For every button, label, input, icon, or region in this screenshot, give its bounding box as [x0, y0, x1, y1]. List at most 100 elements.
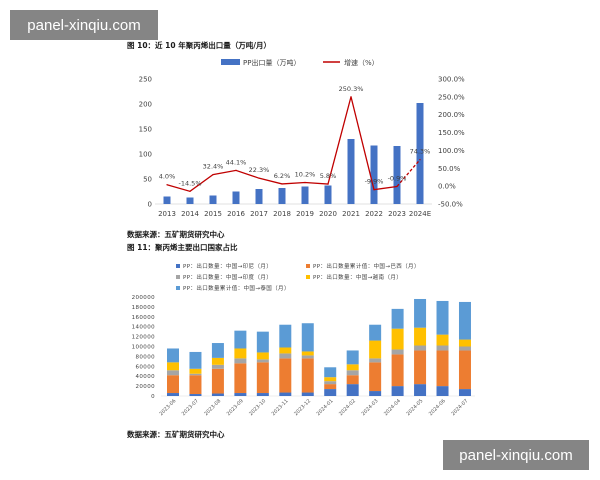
legend-swatch: [176, 264, 180, 268]
growth-rate-data-label: 44.1%: [226, 158, 247, 166]
legend-label: PP：出口数量：中国→印度（月）: [183, 273, 272, 281]
stacked-bar-segment-5: [211, 343, 224, 358]
growth-rate-point: [281, 183, 283, 185]
left-axis-tick-label: 0: [148, 201, 152, 209]
stacked-bar-segment-4: [211, 357, 224, 365]
stacked-bar-segment-3: [458, 346, 471, 351]
growth-rate-point: [258, 177, 260, 179]
x-axis-tick-label: 2018: [273, 210, 291, 218]
stacked-bar-segment-5: [436, 300, 449, 335]
x-axis-tick-label: 2023-06: [158, 398, 177, 417]
stacked-bar-segment-2: [391, 354, 404, 387]
stacked-bar-segment-1: [234, 393, 247, 396]
stacked-bar-segment-2: [211, 368, 224, 394]
figure-10-source: 数据来源：五矿期货研究中心: [127, 230, 225, 239]
stacked-bar-segment-1: [279, 392, 292, 396]
growth-rate-data-label: 6.2%: [274, 172, 291, 180]
x-axis-tick-label: 2013: [158, 210, 176, 218]
stacked-bar-segment-4: [167, 362, 179, 371]
legend-label: PP：出口数量累计值：中国→巴西（月）: [313, 262, 420, 270]
stacked-bar-segment-2: [369, 362, 382, 392]
stacked-bar-segment-4: [414, 327, 427, 346]
left-axis-tick-label: 250: [139, 76, 152, 84]
growth-rate-data-label: 32.4%: [203, 163, 224, 171]
growth-rate-data-label: -14.5%: [179, 179, 202, 187]
y-axis-tick-label: 0: [151, 394, 155, 400]
right-axis-tick-label: 0.0%: [438, 183, 456, 191]
stacked-bar-segment-3: [436, 345, 449, 351]
stacked-bar-segment-5: [346, 350, 359, 365]
stacked-bar-segment-5: [414, 298, 427, 328]
pp-export-destination-chart: PP：出口数量：中国→印尼（月） PP：出口数量累计值：中国→巴西（月） PP：出口…: [132, 262, 475, 417]
stacked-bar-segment-4: [324, 377, 337, 382]
growth-rate-point: [212, 173, 214, 176]
y-axis-tick-label: 80000: [136, 354, 156, 360]
export-volume-bar: [370, 145, 378, 204]
stacked-bar-segment-4: [256, 352, 269, 360]
growth-rate-forecast-line: [396, 159, 421, 187]
stacked-bar-segment-3: [234, 358, 247, 364]
stacked-bar-segment-3: [301, 355, 314, 359]
stacked-bar-segment-3: [167, 370, 179, 376]
x-axis-tick-label: 2024-07: [450, 398, 469, 417]
stacked-bar-segment-1: [189, 394, 202, 396]
y-axis-tick-label: 120000: [132, 335, 155, 341]
figure-11-source: 数据来源：五矿期货研究中心: [127, 430, 225, 439]
x-axis-tick-label: 2024-02: [338, 398, 357, 417]
legend-label: PP：出口数量累计值：中国→泰国（月）: [183, 284, 290, 292]
left-axis-tick-label: 200: [139, 101, 152, 109]
x-axis-tick-label: 2024-01: [316, 398, 335, 417]
growth-rate-data-label: 74.3%: [410, 148, 431, 156]
stacked-bar-segment-2: [458, 350, 471, 390]
stacked-bar-segment-1: [436, 386, 449, 396]
x-axis-tick-label: 2022: [365, 210, 383, 218]
stacked-bar-segment-5: [369, 324, 382, 341]
left-axis-tick-label: 100: [139, 151, 152, 159]
x-axis-tick-label: 2024-06: [428, 398, 447, 417]
export-volume-bar: [301, 186, 309, 204]
stacked-bar-segment-3: [369, 358, 382, 363]
legend-swatch: [176, 286, 180, 290]
x-axis-tick-label: 2023-11: [271, 398, 290, 417]
growth-rate-point: [396, 185, 398, 188]
stacked-bar-segment-2: [234, 363, 247, 394]
x-axis-tick-label: 2023-12: [293, 398, 312, 417]
stacked-bar-segment-1: [324, 389, 337, 396]
right-axis-tick-label: 100.0%: [438, 147, 465, 155]
right-axis-tick-label: 150.0%: [438, 129, 465, 137]
y-axis-tick-label: 60000: [136, 364, 156, 370]
export-volume-bar: [393, 146, 401, 204]
stacked-bar-segment-5: [189, 351, 202, 369]
stacked-bar-segment-2: [414, 350, 427, 385]
x-axis-tick-label: 2014: [181, 210, 199, 218]
growth-rate-data-label: -0.9%: [388, 174, 407, 182]
stacked-bar-segment-3: [324, 381, 337, 385]
x-axis-tick-label: 2024-05: [405, 398, 424, 417]
x-axis-tick-label: 2023-09: [226, 398, 245, 417]
x-axis-tick-label: 2023: [388, 210, 406, 218]
right-axis-tick-label: -50.0%: [438, 201, 463, 209]
export-volume-bar: [347, 139, 355, 204]
stacked-bar-segment-4: [458, 339, 471, 347]
legend-label: PP：出口数量：中国→越南（月）: [313, 273, 402, 281]
growth-rate-point: [419, 159, 421, 161]
x-axis-tick-label: 2023-08: [203, 398, 222, 417]
x-axis-tick-label: 2016: [227, 210, 245, 218]
y-axis-tick-label: 160000: [132, 315, 155, 321]
x-axis-tick-label: 2020: [319, 210, 337, 218]
stacked-bar-segment-2: [167, 375, 179, 394]
legend-swatch-export-volume: [221, 59, 240, 65]
stacked-bar-segment-1: [458, 389, 471, 396]
x-axis-tick-label: 2024E: [409, 210, 431, 218]
x-axis-tick-label: 2023-07: [181, 398, 200, 417]
stacked-bar-segment-4: [369, 340, 382, 359]
x-axis-tick-label: 2021: [342, 210, 360, 218]
x-axis-tick-label: 2023-10: [248, 398, 267, 417]
export-volume-bar: [163, 196, 171, 204]
right-axis-tick-label: 300.0%: [438, 76, 465, 84]
stacked-bar-segment-3: [346, 370, 359, 376]
stacked-bar-segment-3: [256, 359, 269, 363]
stacked-bar-segment-2: [324, 384, 337, 390]
stacked-bar-segment-4: [189, 368, 202, 374]
y-axis-tick-label: 200000: [132, 295, 155, 301]
